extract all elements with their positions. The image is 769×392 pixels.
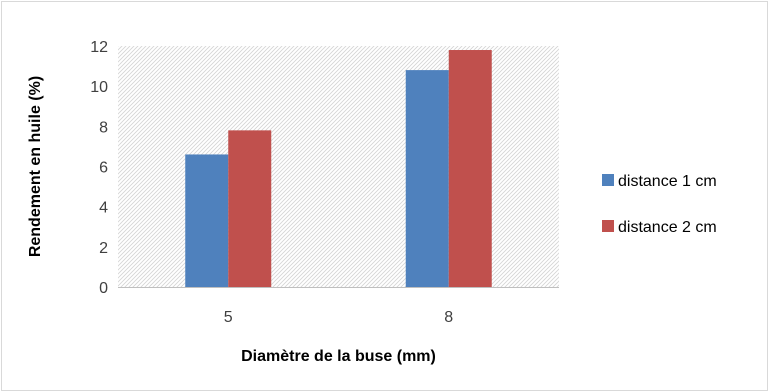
x-axis-title: Diamètre de la buse (mm) [241, 348, 436, 365]
y-axis-title: Rendement en huile (%) [27, 76, 44, 257]
legend-swatch [602, 174, 614, 186]
bar-2-5 [228, 130, 272, 287]
y-tick-label: 2 [99, 240, 108, 257]
bar-2-8 [448, 50, 492, 288]
legend-swatch [602, 220, 614, 232]
x-tick-label: 5 [224, 309, 233, 326]
y-tick-label: 8 [99, 119, 108, 136]
bar-1-8 [405, 70, 449, 287]
x-tick-label: 8 [444, 309, 453, 326]
y-tick-label: 12 [90, 39, 108, 56]
y-tick-label: 4 [99, 200, 108, 217]
legend-label: distance 2 cm [618, 219, 717, 236]
y-tick-label: 0 [99, 280, 108, 297]
legend-label: distance 1 cm [618, 173, 717, 190]
legend: distance 1 cm distance 2 cm [602, 173, 717, 236]
plot-area [118, 46, 559, 287]
y-tick-label: 10 [90, 79, 108, 96]
y-tick-label: 6 [99, 160, 108, 177]
bar-1-5 [185, 154, 229, 287]
